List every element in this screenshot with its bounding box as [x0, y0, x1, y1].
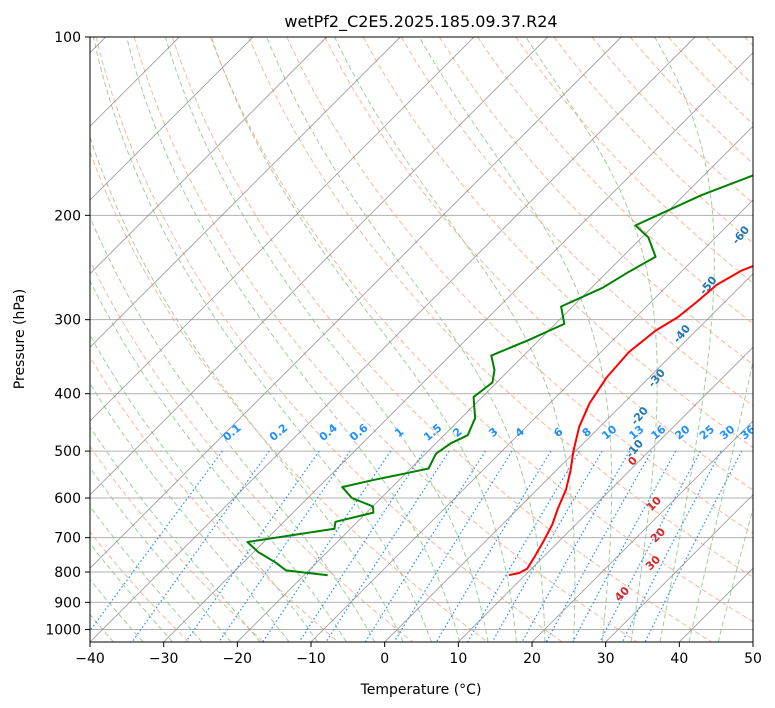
mixing-ratio-line: [90, 450, 223, 632]
mixing-ratio-line: [218, 450, 351, 642]
isotherm-line: [90, 37, 549, 496]
chart-title: wetPf2_C2E5.2025.185.09.37.R24: [284, 12, 557, 32]
isotherm-line: [90, 37, 622, 569]
x-axis-title: Temperature (°C): [360, 682, 482, 698]
dry-adiabat-line: [286, 37, 753, 534]
x-tick-label: −30: [149, 651, 179, 667]
x-tick-label: −10: [296, 651, 326, 667]
moist-adiabat-line: [126, 37, 461, 642]
dry-adiabat-line: [171, 37, 712, 642]
y-tick-label: 800: [54, 565, 81, 581]
y-tick-label: 700: [54, 531, 81, 547]
dewpoint-series: [246, 174, 753, 577]
x-tick-label: 40: [670, 651, 688, 667]
dry-adiabat-line: [90, 445, 264, 642]
moist-adiabat-line: [90, 334, 319, 642]
plot-frame: [89, 36, 754, 643]
mixing-ratio-line: [262, 450, 392, 642]
dry-adiabat-line: [324, 37, 753, 491]
isotherm-line: [310, 199, 753, 642]
isotherm-line: [457, 346, 753, 642]
y-tick-label: 100: [54, 30, 81, 46]
isotherm-line: [531, 420, 753, 642]
isotherms: [90, 37, 753, 642]
x-tick-label: −40: [75, 651, 105, 667]
moist-adiabat-line: [688, 358, 753, 642]
mixing-ratio-line: [599, 450, 702, 642]
moist-adiabat-line: [90, 467, 232, 642]
dry-adiabat-line: [400, 37, 753, 407]
y-axis-title: Pressure (hPa): [12, 289, 28, 389]
mixing-ratio-line: [621, 450, 722, 642]
y-tick-label: 200: [54, 208, 81, 224]
mixing-ratio-line: [185, 450, 320, 642]
mixing-ratio-line: [644, 450, 743, 642]
temperature-series: [508, 265, 753, 577]
isotherm-line: [90, 37, 401, 348]
x-tick-label: 0: [380, 651, 389, 667]
dry-adiabat-line: [629, 37, 753, 165]
mixing-ratio-line: [521, 450, 631, 642]
moist-adiabat-line: [717, 506, 753, 642]
isotherm-line: [90, 37, 254, 201]
profile-series: [246, 174, 753, 577]
mixing-ratio-line: [491, 450, 603, 642]
mixing-ratio-line: [545, 450, 653, 642]
moist-adiabat-line: [654, 37, 715, 642]
y-tick-label: 900: [54, 595, 81, 611]
y-tick-label: 300: [54, 313, 81, 329]
moist-adiabat-line: [90, 426, 261, 642]
dry-adiabat-line: [133, 37, 638, 642]
y-tick-label: 600: [54, 491, 81, 507]
moist-adiabat-line: [90, 215, 376, 642]
moist-adiabat-line: [90, 135, 404, 642]
dry-adiabat-line: [90, 356, 339, 642]
isotherm-line: [163, 52, 753, 642]
y-tick-label: 400: [54, 387, 81, 403]
moist-adiabat-line: [525, 37, 658, 642]
x-tick-label: −20: [223, 651, 253, 667]
grid-lines: [90, 37, 753, 630]
dry-adiabat-line: [90, 259, 414, 642]
x-tick-label: 20: [523, 651, 541, 667]
isotherm-line: [384, 273, 753, 642]
dry-adiabat-line: [95, 37, 563, 642]
moist-adiabat-line: [334, 37, 576, 642]
dry-adiabat-line: [248, 37, 753, 578]
isotherm-line: [236, 125, 753, 642]
moist-adiabat-line: [418, 37, 613, 642]
isotherm-line: [90, 37, 328, 275]
moist-adiabat-line: [210, 37, 517, 642]
axis-ticks: −40 −30 −20 −10 0 10 20 30 40 50 100 200 300 400 500 60…: [45, 30, 762, 667]
x-tick-label: 30: [597, 651, 615, 667]
mixing-ratio-line: [298, 450, 425, 642]
moist-adiabat-line: [90, 382, 290, 642]
dry-adiabat-line: [553, 37, 753, 244]
mixing-ratio-line: [572, 450, 677, 642]
isotherm-line: [90, 37, 696, 642]
x-tick-label: 10: [449, 651, 467, 667]
x-tick-label: 50: [744, 651, 762, 667]
moist-adiabat-line: [266, 37, 546, 642]
isotherm-line: [90, 37, 475, 422]
dry-adiabat-line: [210, 37, 753, 623]
dry-adiabat-line: [515, 37, 753, 284]
y-tick-label: 1000: [45, 622, 81, 638]
isotherm-line: [605, 494, 753, 642]
dry-adiabat-line: [438, 37, 753, 366]
y-tick-label: 500: [54, 444, 81, 460]
